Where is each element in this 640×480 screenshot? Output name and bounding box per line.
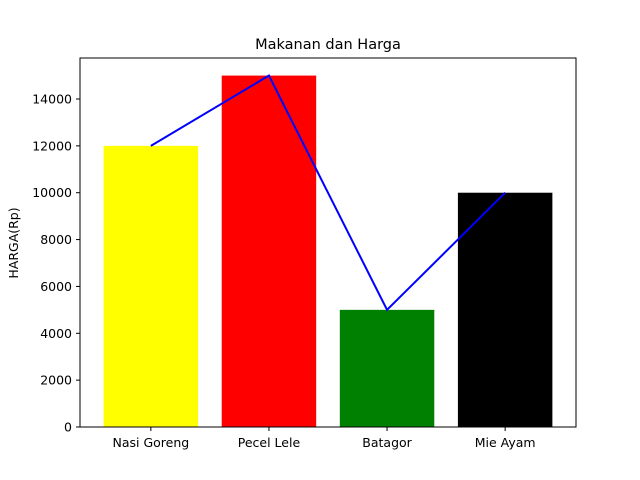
x-axis-ticks: Nasi Goreng Pecel Lele Batagor Mie Ayam <box>112 427 536 450</box>
y-tick-label: 12000 <box>32 138 72 153</box>
bar-nasi-goreng <box>103 145 199 427</box>
x-tick-label: Pecel Lele <box>238 435 301 450</box>
x-tick-label: Batagor <box>362 435 412 450</box>
plot-frame <box>79 57 577 428</box>
y-tick-label: 8000 <box>40 232 72 247</box>
bar-batagor <box>339 309 435 427</box>
y-axis-ticks: 0 2000 4000 6000 8000 10000 12000 14000 <box>32 92 80 435</box>
y-tick-label: 0 <box>64 420 72 435</box>
line-series-group <box>150 74 506 312</box>
bar-mie-ayam <box>457 192 553 427</box>
x-tick-label: Nasi Goreng <box>112 435 189 450</box>
bars-group <box>103 75 553 428</box>
y-tick-label: 2000 <box>40 373 72 388</box>
line-series <box>150 74 506 312</box>
y-tick-label: 14000 <box>32 92 72 107</box>
y-tick-label: 6000 <box>40 279 72 294</box>
bar-pecel-lele <box>221 75 317 428</box>
y-tick-label: 10000 <box>32 185 72 200</box>
y-axis-label: HARGA(Rp) <box>6 207 21 278</box>
y-tick-label: 4000 <box>40 326 72 341</box>
x-tick-label: Mie Ayam <box>475 435 536 450</box>
chart-title: Makanan dan Harga <box>255 37 401 53</box>
axes-group <box>79 57 577 428</box>
